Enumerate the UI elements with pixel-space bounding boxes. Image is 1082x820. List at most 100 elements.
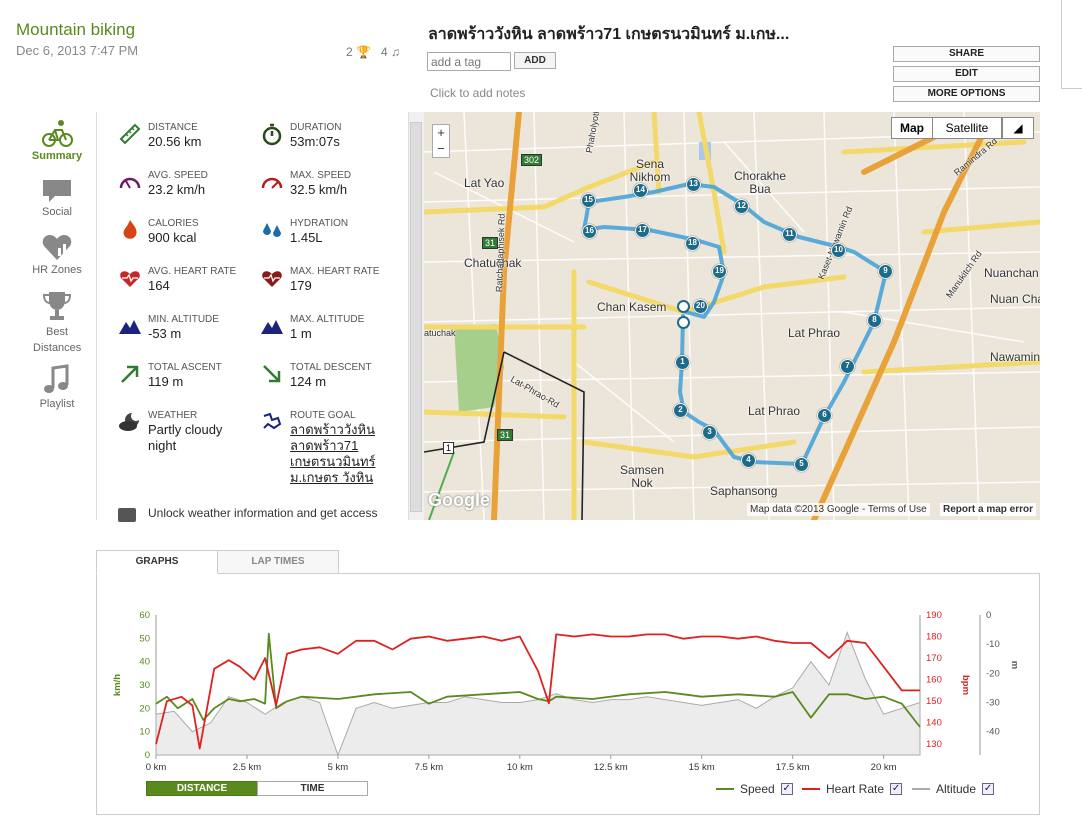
route-marker-19[interactable]: 19 <box>712 264 727 279</box>
stat-label: HYDRATION <box>290 218 349 229</box>
road-shield: 31 <box>482 237 499 249</box>
unlock-weather-link[interactable]: Unlock weather information and get acces… <box>148 506 378 520</box>
map-type-satellite-button[interactable]: Satellite <box>932 117 1002 139</box>
weather-lock-icon <box>118 508 136 522</box>
stat-label: MAX. SPEED <box>290 170 352 181</box>
heart-icon <box>120 271 140 287</box>
route-marker-13[interactable]: 13 <box>686 177 701 192</box>
sidebar-item-playlist[interactable]: Playlist <box>26 364 88 410</box>
tag-input[interactable] <box>427 52 511 71</box>
music-note-icon <box>44 364 69 393</box>
sidebar-item-label: Summary <box>31 150 83 162</box>
route-marker-2[interactable]: 2 <box>673 403 688 418</box>
stat-label: DISTANCE <box>148 122 198 133</box>
route-marker-6[interactable]: 6 <box>817 408 832 423</box>
route-title: ลาดพร้าววังหิน ลาดพร้าว71 เกษตรนวมินทร์ … <box>428 26 790 43</box>
map-place-label: Nuan Chan Rd <box>990 292 1040 306</box>
legend-heart-rate[interactable]: Heart Rate ✓ <box>802 782 903 796</box>
trophy-icon: 🏆 <box>356 45 371 59</box>
route-marker-5[interactable]: 5 <box>794 457 809 472</box>
expand-icon: ◢ <box>1013 121 1023 135</box>
sidebar-item-hr-zones[interactable]: HR Zones <box>26 232 88 276</box>
trophy-count[interactable]: 2 🏆 <box>346 45 371 59</box>
route-marker-20[interactable]: 20 <box>693 299 708 314</box>
road-shield: 31 <box>497 429 514 441</box>
sidebar-divider <box>96 112 97 520</box>
zoom-in-icon[interactable]: + <box>437 125 445 140</box>
add-tag-button[interactable]: ADD <box>514 52 556 69</box>
y-left-tick-label: 10 <box>139 727 150 738</box>
notes-field[interactable]: Click to add notes <box>430 86 526 100</box>
more-options-button[interactable]: MORE OPTIONS <box>893 86 1040 102</box>
fullscreen-button[interactable]: ◢ <box>1002 117 1034 139</box>
route-marker-16[interactable]: 16 <box>582 224 597 239</box>
sidebar-item-best-distances[interactable]: Best Distances <box>26 290 88 356</box>
stat-value[interactable]: ลาดพร้าววังหิน ลาดพร้าว71 เกษตรนวมินทร์ … <box>290 422 376 485</box>
time-toggle[interactable]: TIME <box>257 781 368 796</box>
x-tick-label: 2.5 km <box>233 762 262 773</box>
legend-speed[interactable]: Speed ✓ <box>716 782 793 796</box>
map-place-label: Sena Nikhom <box>629 157 671 184</box>
route-start-marker[interactable] <box>677 300 690 313</box>
map-zoom-control[interactable]: + − <box>432 124 450 158</box>
zoom-out-icon[interactable]: − <box>437 141 445 156</box>
route-marker-10[interactable]: 10 <box>831 243 846 258</box>
route-marker-11[interactable]: 11 <box>782 227 797 242</box>
edit-button[interactable]: EDIT <box>893 66 1040 82</box>
speed-checkbox[interactable]: ✓ <box>780 783 793 795</box>
bike-icon <box>42 120 73 147</box>
y-left-tick-label: 60 <box>139 610 150 621</box>
route-marker-3[interactable]: 3 <box>702 425 717 440</box>
y-right-alt-tick-label: -40 <box>986 727 1000 738</box>
mountain-icon <box>119 320 141 334</box>
route-marker-8[interactable]: 8 <box>867 313 882 328</box>
route-marker-12[interactable]: 12 <box>734 199 749 214</box>
stopwatch-icon <box>262 123 282 146</box>
heart-rate-checkbox[interactable]: ✓ <box>890 783 903 795</box>
report-map-error-link[interactable]: Report a map error <box>940 503 1037 516</box>
tab-lap-times[interactable]: LAP TIMES <box>217 550 339 574</box>
route-marker-14[interactable]: 14 <box>633 183 648 198</box>
legend-speed-label: Speed <box>740 782 775 796</box>
stat-value: 124 m <box>290 374 327 389</box>
stats-scrollbar-thumb[interactable] <box>410 122 422 512</box>
y-left-tick-label: 30 <box>139 680 150 691</box>
route-marker-4[interactable]: 4 <box>741 453 756 468</box>
x-tick-label: 5 km <box>328 762 349 773</box>
sidebar-item-label: Social <box>42 206 72 218</box>
song-count[interactable]: 4 ♫ <box>381 45 400 59</box>
sidebar-item-social[interactable]: Social <box>26 178 88 218</box>
flame-icon <box>123 220 137 239</box>
route-marker-17[interactable]: 17 <box>635 223 650 238</box>
route-marker-9[interactable]: 9 <box>878 264 893 279</box>
activity-title: Mountain biking <box>16 20 136 39</box>
route-map[interactable]: Lat Yao Sena Nikhom Chorakhe Bua Chatuchak C… <box>424 112 1040 520</box>
performance-chart[interactable]: 0 km 2.5 km 5 km 7.5 km 10 km 12.5 km 15 km 17.… <box>100 600 1020 775</box>
legend-altitude[interactable]: Altitude ✓ <box>912 782 995 796</box>
x-tick-label: 15 km <box>689 762 715 773</box>
map-type-map-button[interactable]: Map <box>891 117 933 139</box>
stat-value: 119 m <box>148 374 184 389</box>
ruler-icon <box>119 123 141 145</box>
route-marker-7[interactable]: 7 <box>840 359 855 374</box>
stat-label: MAX. ALTITUDE <box>290 314 365 325</box>
y-right-hr-tick-label: 190 <box>926 610 942 621</box>
route-marker-1[interactable]: 1 <box>675 355 690 370</box>
route-end-marker[interactable] <box>677 316 690 329</box>
altitude-checkbox[interactable]: ✓ <box>982 783 995 795</box>
sidebar-item-label: Playlist <box>39 398 75 410</box>
x-tick-label: 7.5 km <box>415 762 444 773</box>
activity-counts: 2 🏆 4 ♫ <box>346 45 400 59</box>
route-marker-15[interactable]: 15 <box>581 193 596 208</box>
map-attribution[interactable]: Map data ©2013 Google - Terms of Use <box>747 503 930 516</box>
distance-toggle[interactable]: DISTANCE <box>146 781 258 796</box>
sidebar-item-label: Best Distances <box>33 326 82 354</box>
trophy-icon <box>42 292 72 320</box>
tab-graphs[interactable]: GRAPHS <box>96 550 218 574</box>
share-button[interactable]: SHARE <box>893 46 1040 62</box>
mountain-max-icon <box>261 320 283 334</box>
stat-label: DURATION <box>290 122 342 133</box>
y-right-alt-axis-label: m <box>1009 661 1020 669</box>
sidebar-item-summary[interactable]: Summary <box>26 118 88 162</box>
route-marker-18[interactable]: 18 <box>685 236 700 251</box>
